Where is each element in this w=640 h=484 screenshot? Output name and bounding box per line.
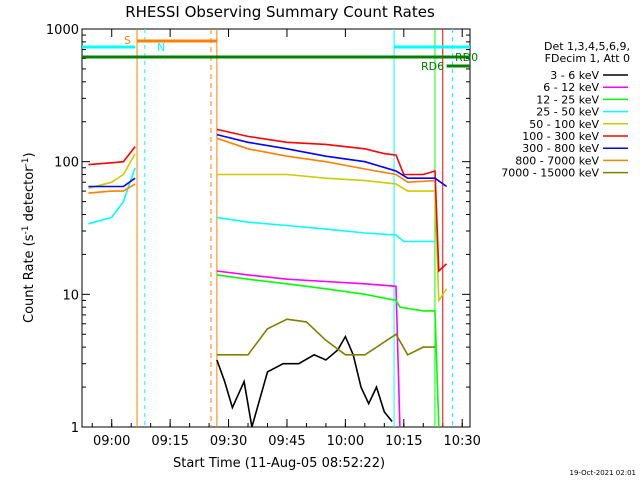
series-line [216, 334, 393, 428]
series-line [88, 153, 448, 303]
x-tick-label: 10:30 [443, 434, 480, 449]
series-line [88, 137, 436, 194]
y-tick-label: 1 [71, 421, 79, 436]
x-tick-label: 10:00 [327, 434, 364, 449]
y-tick-label: 10 [62, 288, 79, 303]
n-label: N [157, 41, 165, 54]
y-tick-label: 1000 [46, 23, 79, 38]
plot-frame [81, 28, 471, 428]
plot-area: 1 10 100 1000 09:00 09:15 09:30 09:45 10:00 10:15… [46, 23, 481, 449]
legend-entry-label: 7000 - 15000 keV [501, 167, 599, 180]
legend-entry-label: 800 - 7000 keV [515, 154, 599, 167]
x-tick-label: 09:30 [210, 434, 247, 449]
timestamp: 19-Oct-2021 02:01 [570, 469, 636, 477]
series-line [88, 167, 435, 243]
x-tick-label: 09:00 [93, 434, 130, 449]
legend-entry-label: 300 - 800 keV [522, 142, 599, 155]
y-axis-label: Count Rate (s-1 detector-1) [21, 152, 37, 323]
series-line [88, 133, 448, 188]
legend-entry-label: 100 - 300 keV [522, 130, 599, 143]
rd6-label: RD6 [421, 60, 444, 73]
s-label: S [124, 34, 131, 47]
series-line [216, 270, 401, 428]
x-tick-label: 09:15 [151, 434, 188, 449]
legend-entry-label: 50 - 100 keV [529, 118, 599, 131]
legend-entry-label: 12 - 25 keV [536, 93, 599, 106]
legend-entry-label: 25 - 50 keV [536, 106, 599, 119]
y-tick-label: 100 [54, 156, 79, 171]
series-line [216, 318, 435, 356]
legend-entry-label: 6 - 12 keV [543, 81, 599, 94]
x-axis-label: Start Time (11-Aug-05 08:52:22) [173, 456, 385, 471]
x-tick-label: 10:15 [385, 434, 422, 449]
legend-header: Det 1,3,4,5,6,9, [544, 40, 630, 53]
chart-title: RHESSI Observing Summary Count Rates [125, 3, 435, 21]
series-line [88, 128, 448, 273]
rd0-label: RD0 [455, 51, 478, 64]
x-tick-label: 09:45 [268, 434, 305, 449]
legend-header: FDecim 1, Att 0 [545, 52, 630, 65]
legend-entry-label: 3 - 6 keV [550, 69, 599, 82]
series-line [216, 274, 440, 428]
